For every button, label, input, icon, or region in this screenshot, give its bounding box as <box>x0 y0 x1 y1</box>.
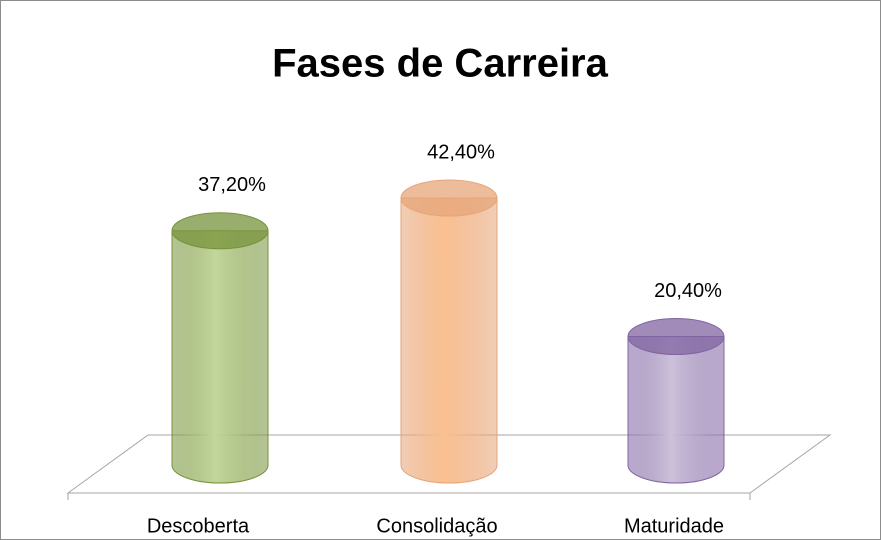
cylinder-body <box>400 197 498 484</box>
data-label: 42,40% <box>427 141 495 163</box>
cylinder-top <box>400 179 498 217</box>
x-tick-label: Descoberta <box>147 515 250 537</box>
cylinder-top <box>627 318 725 356</box>
x-tick-label: Maturidade <box>624 515 724 537</box>
floor <box>66 434 832 494</box>
data-label: 20,40% <box>654 280 722 302</box>
cylinder-body <box>171 230 269 484</box>
data-label: 37,20% <box>198 174 266 196</box>
cylinder-body <box>627 336 725 484</box>
cylinder-top <box>171 212 269 250</box>
chart-title: Fases de Carreira <box>272 42 609 86</box>
x-tick-label: Consolidação <box>376 515 497 537</box>
